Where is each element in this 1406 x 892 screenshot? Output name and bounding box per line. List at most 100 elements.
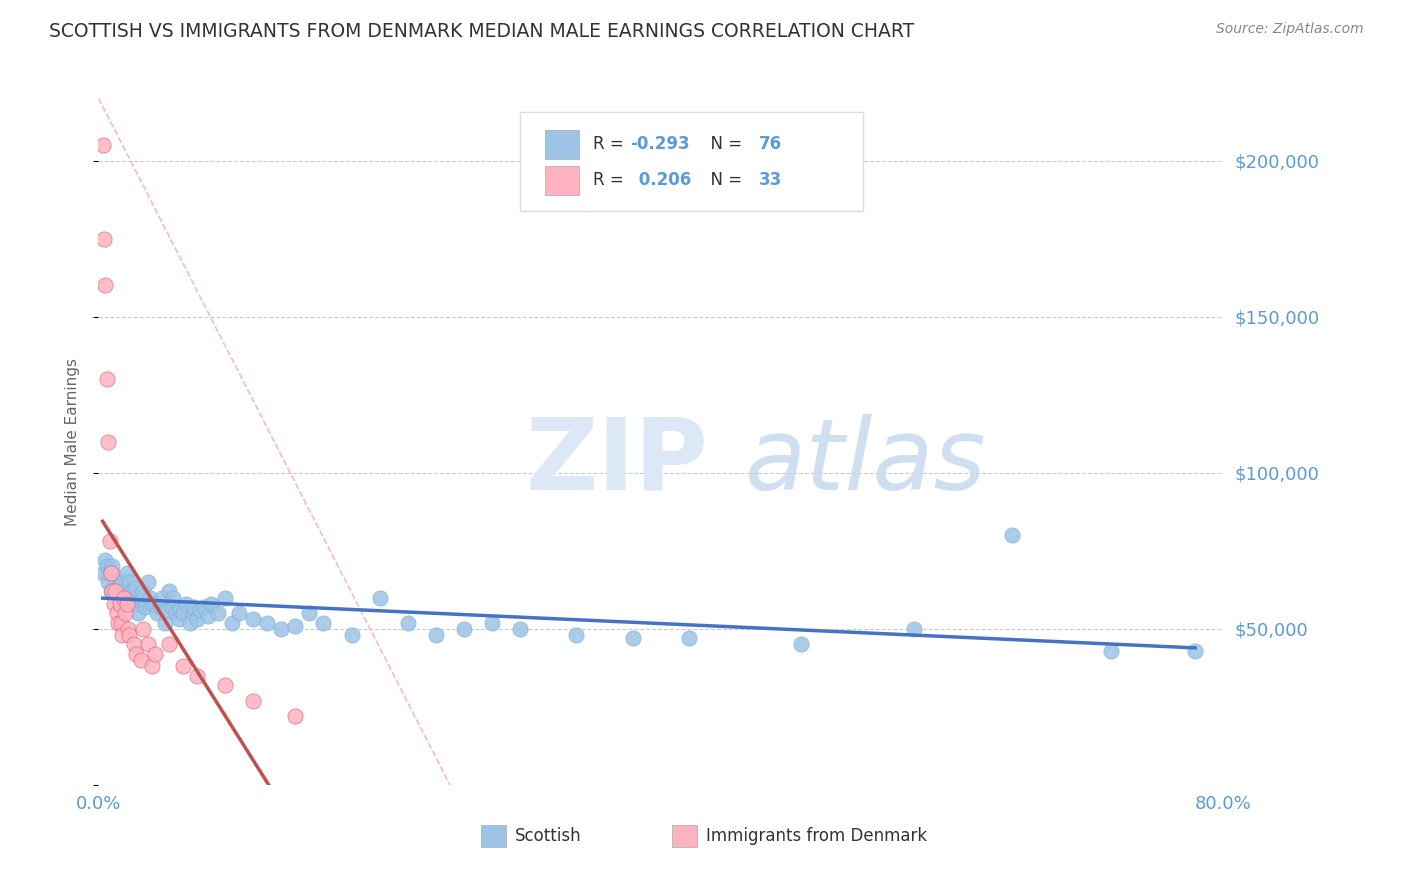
Point (97, 434, 120, 449)
Point (94, 278, 117, 293)
Point (111, 628, 134, 642)
Point (107, 591, 129, 605)
Point (132, 622, 155, 636)
Point (104, 574, 127, 589)
Point (214, 591, 236, 605)
Point (425, 628, 447, 642)
Point (678, 632, 700, 646)
Point (1099, 644, 1122, 658)
Point (104, 584, 127, 599)
Point (150, 591, 173, 605)
Point (186, 613, 208, 627)
Y-axis label: Median Male Earnings: Median Male Earnings (65, 358, 80, 525)
Text: -0.293: -0.293 (630, 136, 690, 153)
Point (134, 599, 156, 614)
Point (112, 597, 135, 611)
Point (181, 607, 204, 621)
Point (101, 584, 124, 599)
Point (118, 574, 141, 589)
Point (124, 582, 146, 596)
Point (197, 609, 219, 624)
Bar (481, 825, 506, 847)
Point (153, 615, 176, 630)
Point (141, 597, 163, 611)
Point (93, 232, 115, 246)
Text: N =: N = (700, 136, 748, 153)
Text: ZIP: ZIP (526, 414, 709, 510)
Point (903, 622, 925, 636)
Point (91, 566, 114, 580)
Point (242, 694, 264, 708)
Point (111, 574, 134, 589)
Text: Immigrants from Denmark: Immigrants from Denmark (706, 828, 927, 846)
Point (122, 637, 145, 651)
Text: Source: ZipAtlas.com: Source: ZipAtlas.com (1216, 22, 1364, 37)
Point (157, 637, 180, 651)
Point (98, 566, 121, 580)
Point (132, 584, 155, 599)
Point (105, 607, 128, 621)
Point (96, 372, 118, 386)
Point (143, 647, 166, 661)
Point (127, 607, 149, 621)
Point (221, 615, 243, 630)
Point (193, 599, 215, 614)
Point (214, 678, 236, 692)
Point (228, 607, 250, 621)
Point (453, 622, 475, 636)
Point (509, 622, 531, 636)
Point (368, 591, 391, 605)
Point (284, 709, 307, 723)
Point (100, 584, 122, 599)
Bar (546, 166, 579, 195)
Point (115, 566, 138, 580)
Point (169, 603, 191, 617)
Text: SCOTTISH VS IMMIGRANTS FROM DENMARK MEDIAN MALE EARNINGS CORRELATION CHART: SCOTTISH VS IMMIGRANTS FROM DENMARK MEDI… (49, 22, 914, 41)
Text: 76: 76 (759, 136, 782, 153)
Point (1001, 528, 1024, 542)
Point (136, 574, 159, 589)
Point (108, 597, 131, 611)
Point (167, 613, 190, 627)
Text: Scottish: Scottish (515, 828, 581, 846)
Point (298, 607, 321, 621)
Point (101, 559, 124, 574)
Point (110, 584, 132, 599)
Point (207, 607, 229, 621)
Point (340, 628, 363, 642)
Text: 33: 33 (759, 171, 782, 189)
Point (110, 615, 132, 630)
Point (149, 599, 172, 614)
Point (103, 597, 125, 611)
Point (120, 584, 142, 599)
Point (129, 653, 152, 667)
Point (284, 619, 307, 633)
Point (172, 607, 194, 621)
Point (146, 607, 169, 621)
Point (91, 138, 114, 153)
Point (97, 574, 120, 589)
Point (174, 597, 197, 611)
Text: atlas: atlas (745, 414, 987, 510)
Point (115, 597, 138, 611)
Point (94, 553, 117, 567)
Point (129, 591, 152, 605)
Point (108, 578, 131, 592)
Point (183, 599, 205, 614)
Point (1184, 644, 1206, 658)
Point (118, 628, 141, 642)
Point (141, 659, 163, 673)
Point (270, 622, 292, 636)
Point (117, 622, 139, 636)
Point (136, 637, 159, 651)
Point (155, 603, 177, 617)
Point (790, 637, 813, 651)
Point (100, 566, 122, 580)
Text: N =: N = (700, 171, 748, 189)
Text: R =: R = (593, 136, 630, 153)
Point (157, 584, 180, 599)
Point (162, 591, 184, 605)
Point (172, 659, 194, 673)
Point (160, 599, 183, 614)
Point (122, 591, 145, 605)
